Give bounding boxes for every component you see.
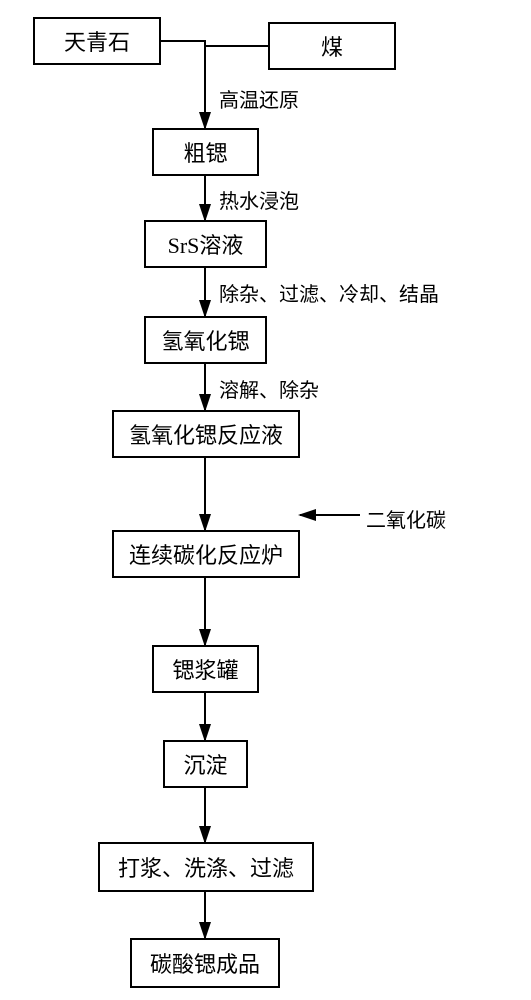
flow-node-n6: 氢氧化锶反应液: [112, 410, 300, 458]
flow-node-n8: 锶浆罐: [152, 645, 259, 693]
edge-label-3: 溶解、除杂: [219, 374, 319, 403]
arrow-0: [161, 41, 205, 128]
flow-node-n1: 天青石: [33, 17, 161, 65]
edge-label-0: 高温还原: [219, 84, 299, 113]
flow-node-n5: 氢氧化锶: [144, 316, 267, 364]
flow-node-n10: 打浆、洗涤、过滤: [98, 842, 314, 892]
flow-node-n4: SrS溶液: [144, 220, 267, 268]
edge-label-2: 除杂、过滤、冷却、结晶: [219, 278, 439, 307]
flow-node-n3: 粗锶: [152, 128, 259, 176]
flow-node-n7: 连续碳化反应炉: [112, 530, 300, 578]
edge-label-4: 二氧化碳: [366, 504, 446, 533]
flow-node-n11: 碳酸锶成品: [130, 938, 280, 988]
edge-label-1: 热水浸泡: [219, 185, 299, 214]
flow-node-n9: 沉淀: [163, 740, 248, 788]
flow-node-n2: 煤: [268, 22, 396, 70]
